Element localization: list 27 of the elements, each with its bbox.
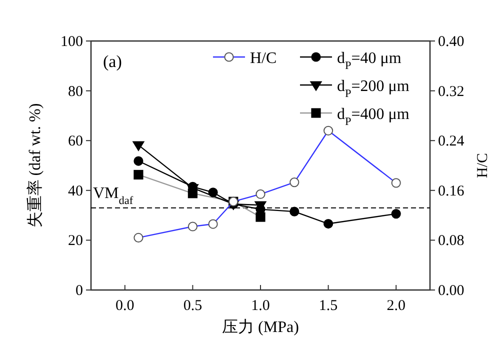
legend-label: d$_{P}$=200 μm [337,78,410,100]
y2-tick-label: 0.40 [438,34,464,50]
legend-label: H/C [250,50,277,67]
x-tick-label: 2.0 [386,298,406,314]
x-tick-label: 0.5 [183,298,202,314]
y-tick-label: 80 [68,84,83,100]
x-tick-label: 1.5 [318,298,338,314]
y-axis-title: 失重率 (daf wt. %) [26,103,44,228]
y2-tick-label: 0.00 [438,283,464,299]
y-tick-label: 0 [76,283,83,299]
legend-label: d$_{P}$=400 μm [337,106,410,128]
x-axis-title: 压力 (MPa) [222,318,299,336]
y-tick-label: 60 [68,134,83,150]
annotation: (a) [103,52,122,71]
ref-line-label: VM$_{daf}$ [93,184,134,207]
y-tick-label: 20 [68,233,83,250]
y2-axis-title: H/C [475,152,491,178]
y-tick-label: 40 [68,183,83,200]
x-tick-label: 1.0 [251,298,270,314]
y2-tick-label: 0.08 [438,233,464,250]
y2-tick-label: 0.32 [438,84,464,100]
ref-line: VM$_{daf}$ [90,184,430,208]
y2-tick-label: 0.16 [438,183,465,200]
legend-label: d$_{P}$=40 μm [337,50,402,72]
y-tick-label: 100 [60,34,83,50]
x-tick-label: 0.0 [116,298,134,314]
y2-tick-label: 0.24 [438,134,465,150]
